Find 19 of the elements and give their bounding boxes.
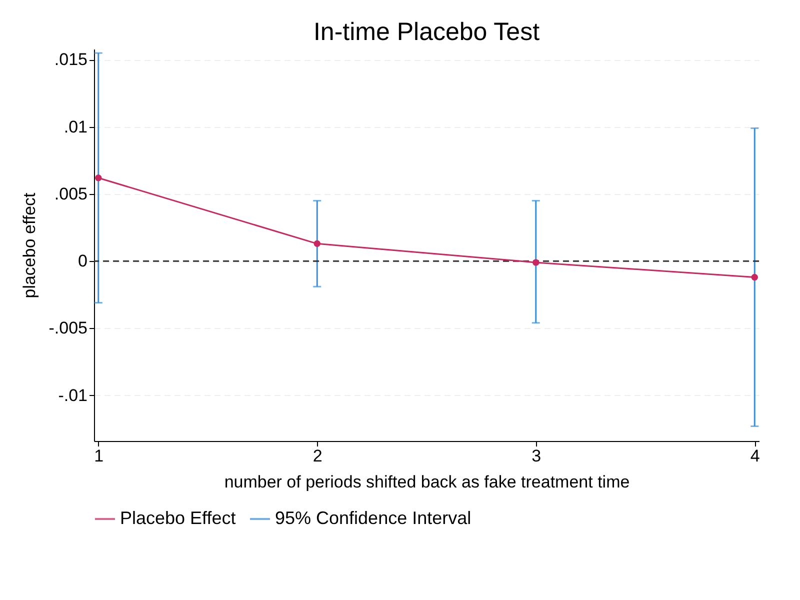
x-tick-label: 4 bbox=[750, 446, 760, 466]
y-tick-label: .015 bbox=[54, 50, 88, 70]
point bbox=[95, 174, 102, 182]
legend-label: Placebo Effect bbox=[120, 508, 236, 528]
x-axis-title: number of periods shifted back as fake treatment time bbox=[224, 472, 630, 492]
x-tick-label: 1 bbox=[94, 446, 104, 466]
chart-title: In-time Placebo Test bbox=[313, 18, 540, 46]
x-tick-label: 3 bbox=[532, 446, 542, 466]
point bbox=[314, 240, 320, 248]
y-tick-label: -.01 bbox=[58, 386, 88, 405]
point bbox=[532, 259, 540, 266]
text: 95% Confidence Interval bbox=[275, 508, 472, 528]
y-tick-label: 0 bbox=[78, 252, 88, 271]
y-tick-label: .01 bbox=[64, 117, 88, 136]
y-axis-title: placebo effect bbox=[20, 192, 39, 298]
point bbox=[751, 274, 758, 281]
y-tick-label: -.005 bbox=[48, 318, 88, 338]
x-tick-label: 2 bbox=[312, 446, 322, 466]
y-tick-label: .005 bbox=[54, 184, 88, 204]
